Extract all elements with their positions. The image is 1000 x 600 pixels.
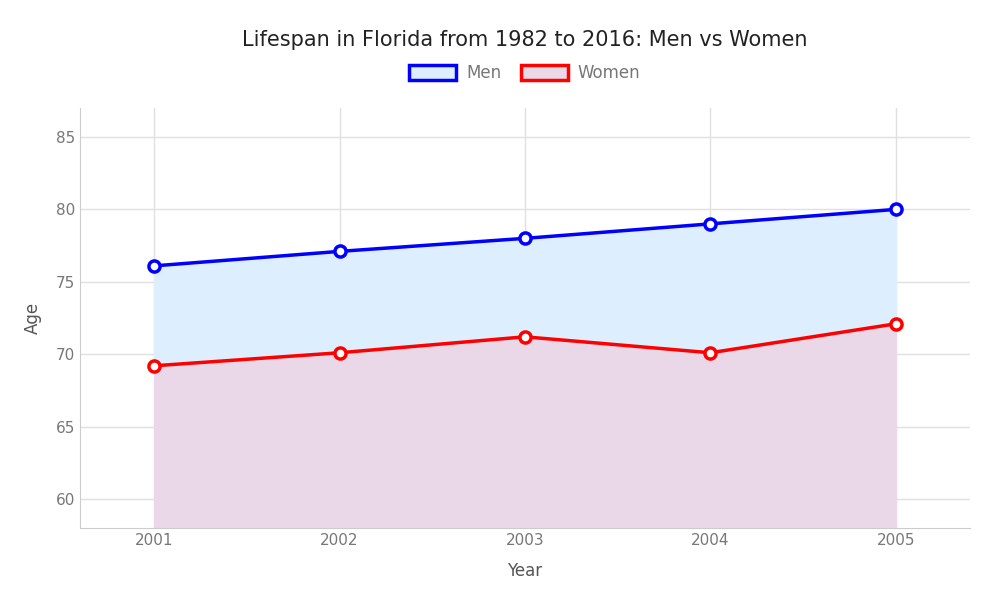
Y-axis label: Age: Age bbox=[24, 302, 42, 334]
Title: Lifespan in Florida from 1982 to 2016: Men vs Women: Lifespan in Florida from 1982 to 2016: M… bbox=[242, 29, 808, 49]
Legend: Men, Women: Men, Women bbox=[403, 58, 647, 89]
X-axis label: Year: Year bbox=[507, 562, 543, 580]
